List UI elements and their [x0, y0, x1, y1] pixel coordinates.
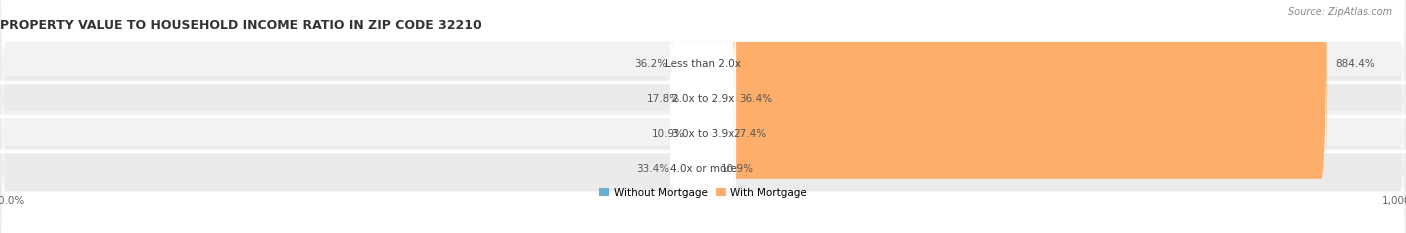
Text: Source: ZipAtlas.com: Source: ZipAtlas.com: [1288, 7, 1392, 17]
Text: Less than 2.0x: Less than 2.0x: [665, 59, 741, 69]
Text: 17.8%: 17.8%: [647, 94, 681, 104]
FancyBboxPatch shape: [675, 0, 706, 227]
FancyBboxPatch shape: [669, 0, 737, 233]
Text: 33.4%: 33.4%: [636, 164, 669, 174]
Text: 4.0x or more: 4.0x or more: [669, 164, 737, 174]
FancyBboxPatch shape: [669, 0, 737, 233]
Text: 36.2%: 36.2%: [634, 59, 666, 69]
FancyBboxPatch shape: [700, 0, 724, 233]
Legend: Without Mortgage, With Mortgage: Without Mortgage, With Mortgage: [599, 188, 807, 198]
Text: 2.0x to 2.9x: 2.0x to 2.9x: [672, 94, 734, 104]
Text: 884.4%: 884.4%: [1336, 59, 1375, 69]
Text: 27.4%: 27.4%: [733, 129, 766, 139]
FancyBboxPatch shape: [700, 0, 731, 233]
FancyBboxPatch shape: [693, 0, 706, 233]
Text: 10.9%: 10.9%: [652, 129, 685, 139]
Text: PROPERTY VALUE TO HOUSEHOLD INCOME RATIO IN ZIP CODE 32210: PROPERTY VALUE TO HOUSEHOLD INCOME RATIO…: [0, 19, 482, 31]
Text: 3.0x to 3.9x: 3.0x to 3.9x: [672, 129, 734, 139]
FancyBboxPatch shape: [669, 0, 737, 233]
FancyBboxPatch shape: [678, 6, 706, 233]
Text: 10.9%: 10.9%: [721, 164, 754, 174]
FancyBboxPatch shape: [700, 6, 713, 233]
FancyBboxPatch shape: [689, 0, 706, 233]
FancyBboxPatch shape: [669, 0, 737, 233]
Text: 36.4%: 36.4%: [740, 94, 772, 104]
FancyBboxPatch shape: [700, 0, 1327, 227]
